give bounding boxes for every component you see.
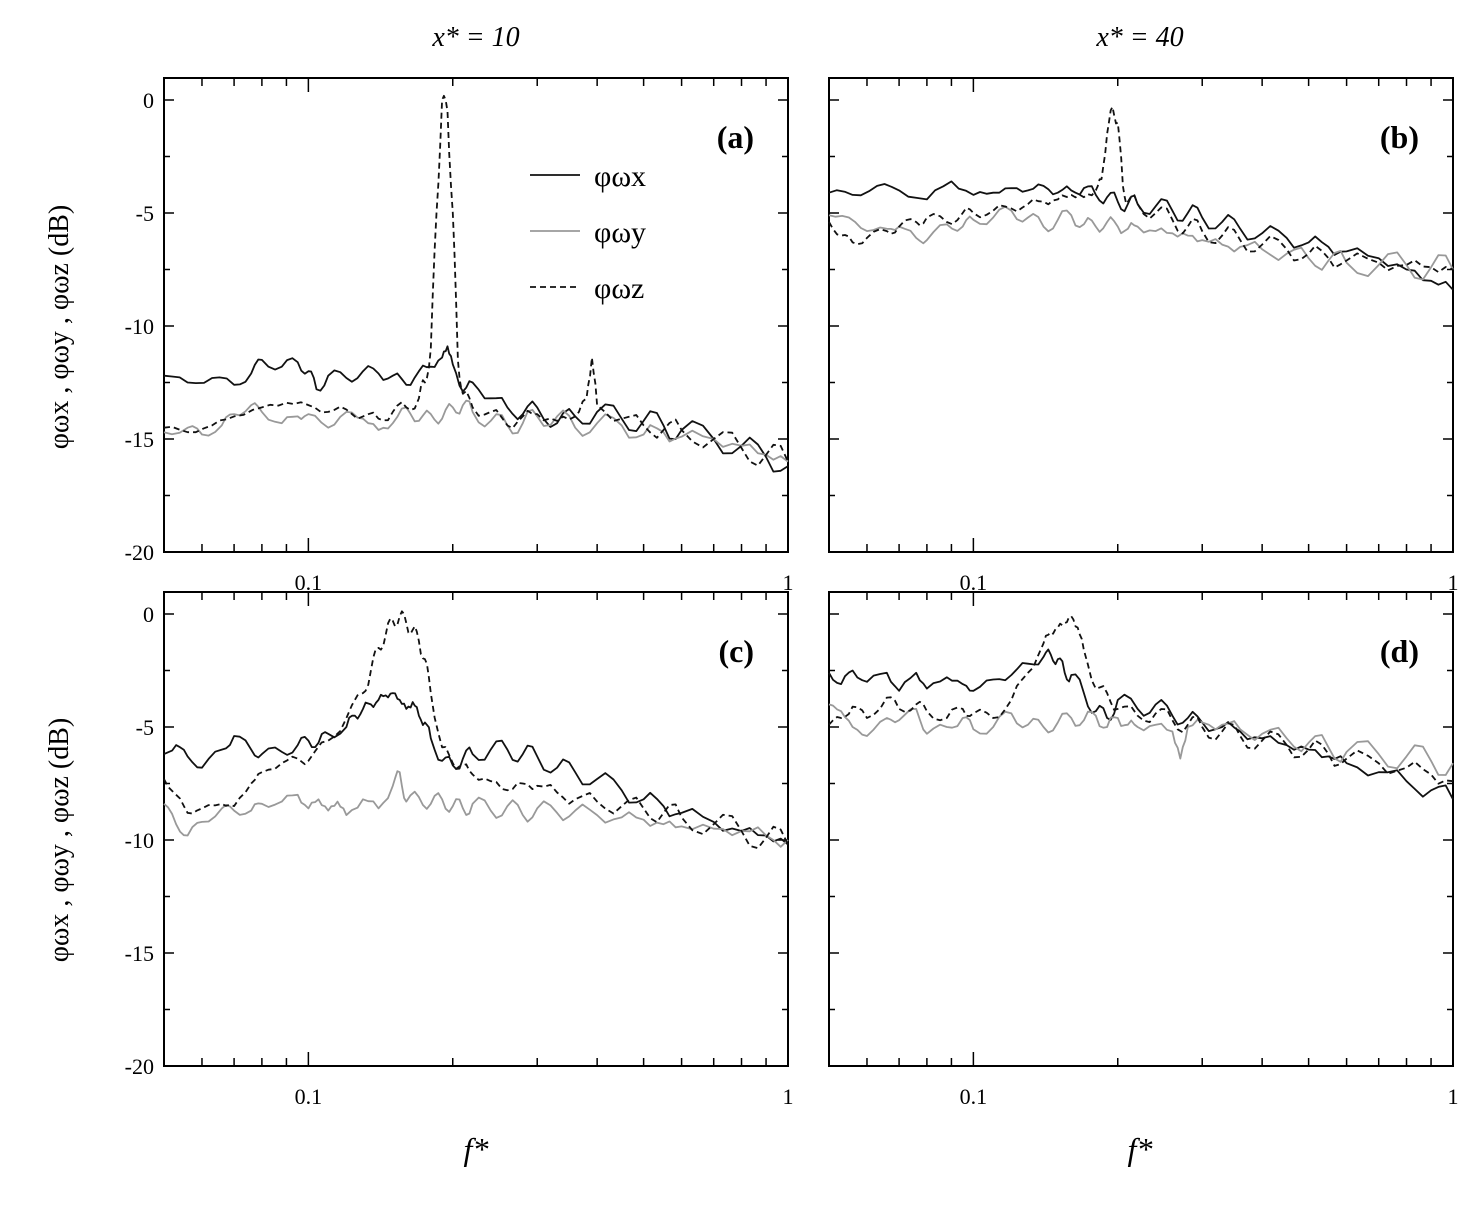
plot-frame [828, 77, 1454, 553]
legend-label-omega-y: φωy [594, 216, 646, 249]
column-title-right: x* = 40 [1095, 22, 1183, 53]
x-tick-label: 1 [1448, 1084, 1459, 1109]
panel-label: (c) [718, 633, 754, 669]
legend: φωx φωy φωz [530, 160, 646, 305]
series-line-omega-z [163, 94, 789, 467]
series-line-omega-x [828, 180, 1454, 291]
y-tick-label: -5 [136, 201, 154, 226]
y-tick-label: -10 [125, 828, 154, 853]
x-tick-label: 0.1 [960, 570, 988, 595]
y-axis-label-top: φωx , φωy , φωz (dB) [44, 205, 75, 450]
series-line-omega-z [163, 610, 789, 850]
column-title-left: x* = 10 [431, 22, 519, 53]
panel-b: 0.1 1 (b) [828, 77, 1459, 595]
y-axis-label-bottom: φωx , φωy , φωz (dB) [44, 718, 75, 963]
x-tick-label: 1 [783, 570, 794, 595]
x-tick-label: 0.1 [295, 570, 323, 595]
y-tick-label: -20 [125, 540, 154, 565]
x-tick-label: 1 [1448, 570, 1459, 595]
y-tick-label: 0 [143, 88, 154, 113]
x-tick-label: 1 [783, 1084, 794, 1109]
series-line-omega-x [163, 345, 789, 473]
plot-frame [163, 591, 789, 1067]
series-line-omega-y [828, 205, 1454, 281]
series-line-omega-y [163, 399, 789, 463]
series-line-omega-x [828, 648, 1454, 800]
y-tick-label: -15 [125, 941, 154, 966]
panel-label: (d) [1380, 633, 1419, 669]
y-tick-label: 0 [143, 602, 154, 627]
y-tick-label: -15 [125, 427, 154, 452]
legend-label-omega-x: φωx [594, 160, 646, 193]
y-tick-label: -5 [136, 715, 154, 740]
x-axis-label-left: f* [464, 1131, 489, 1167]
x-axis-label-right: f* [1128, 1131, 1153, 1167]
plot-frame [828, 591, 1454, 1067]
legend-label-omega-z: φωz [594, 272, 644, 305]
y-tick-label: -20 [125, 1054, 154, 1079]
panels: 0.1 1 0 -5 -10 -15 -20 (a) 0.1 1 (b) 0.1 1 0 -5 -10 -15 -… [125, 77, 1459, 1109]
y-tick-label: -10 [125, 314, 154, 339]
x-tick-label: 0.1 [960, 1084, 988, 1109]
series-line-omega-z [828, 105, 1454, 273]
series-line-omega-y [163, 770, 789, 848]
series-line-omega-x [163, 692, 789, 846]
panel-label: (b) [1380, 119, 1419, 155]
series-line-omega-y [828, 703, 1454, 776]
panel-c: 0.1 1 0 -5 -10 -15 -20 (c) [125, 591, 794, 1109]
panel-a: 0.1 1 0 -5 -10 -15 -20 (a) [125, 77, 794, 595]
x-tick-label: 0.1 [295, 1084, 323, 1109]
panel-d: 0.1 1 (d) [828, 591, 1459, 1109]
panel-label: (a) [717, 119, 754, 155]
series-line-omega-z [828, 615, 1454, 785]
plot-frame [163, 77, 789, 553]
